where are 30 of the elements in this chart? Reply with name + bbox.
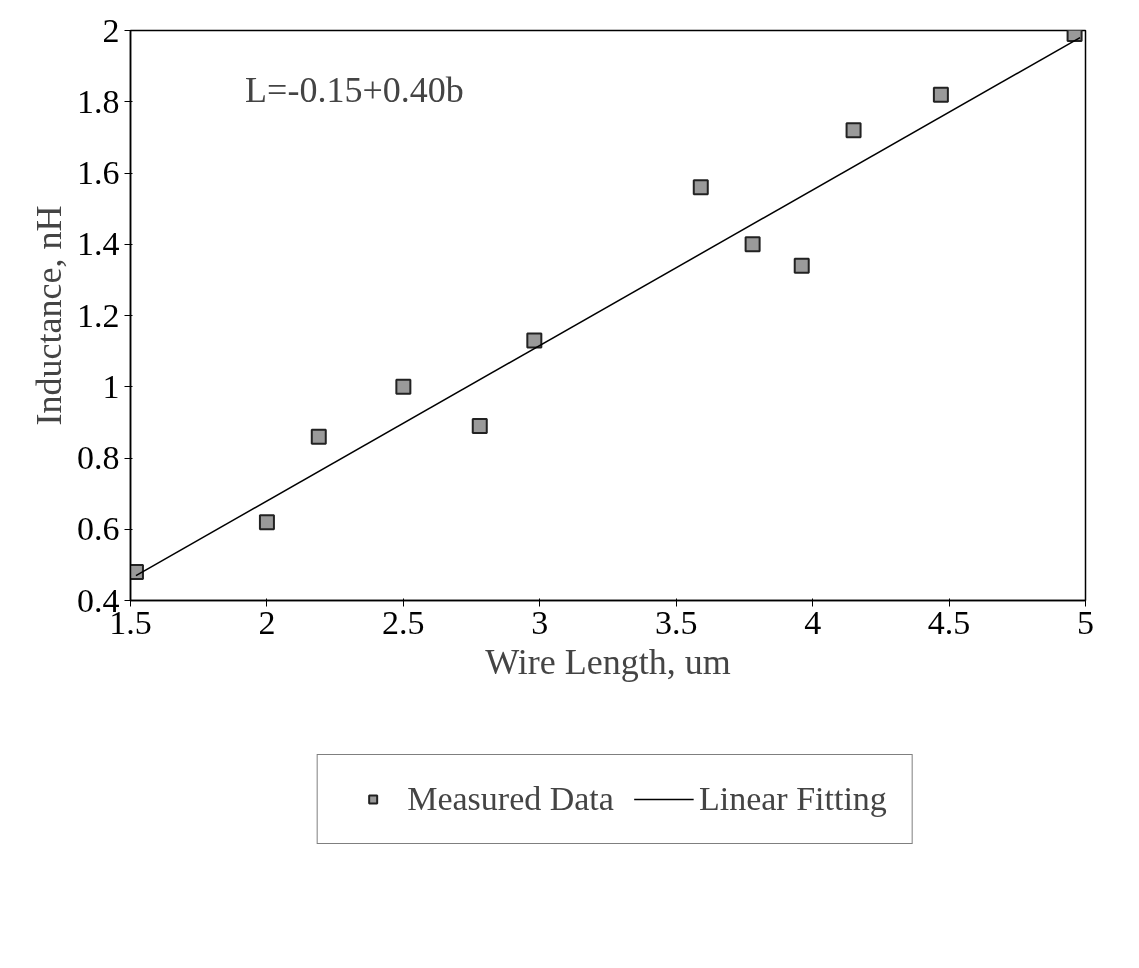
point: [471, 417, 488, 434]
x-tick-label: 2: [258, 603, 276, 641]
x-axis-title: Wire Length, um: [485, 641, 731, 682]
point: [744, 236, 761, 253]
point: [526, 332, 543, 349]
x-tick-label: 3.5: [654, 603, 698, 641]
y-tick-label: 1.2: [77, 296, 120, 334]
y-tick-label: 0.8: [77, 439, 120, 476]
y-tick-label: 1: [102, 367, 120, 405]
x-tick-label: 4: [804, 603, 822, 641]
point: [310, 428, 327, 445]
point: [258, 514, 275, 531]
x-tick-label: 2.5: [382, 603, 425, 641]
legend-label: Linear Fitting: [698, 780, 887, 818]
y-tick-label: 0.6: [77, 510, 120, 548]
x-tick-label: 3: [531, 603, 549, 641]
x-tick-label: 4.5: [927, 603, 971, 641]
x-tick-label: 5: [1077, 603, 1094, 641]
point: [692, 179, 709, 196]
point: [845, 122, 862, 139]
y-tick-label: 1.4: [77, 225, 120, 263]
annotation: L=-0.15+0.40b: [245, 70, 464, 111]
y-tick-label: 1.6: [77, 154, 120, 191]
legend-label: Measured Data: [407, 780, 614, 818]
y-axis-title: Inductance, nH: [29, 205, 69, 426]
y-tick-label: 1.8: [77, 82, 120, 120]
point: [932, 86, 949, 103]
y-tick-label: 2: [102, 11, 120, 49]
point: [793, 257, 810, 274]
point: [395, 378, 412, 395]
